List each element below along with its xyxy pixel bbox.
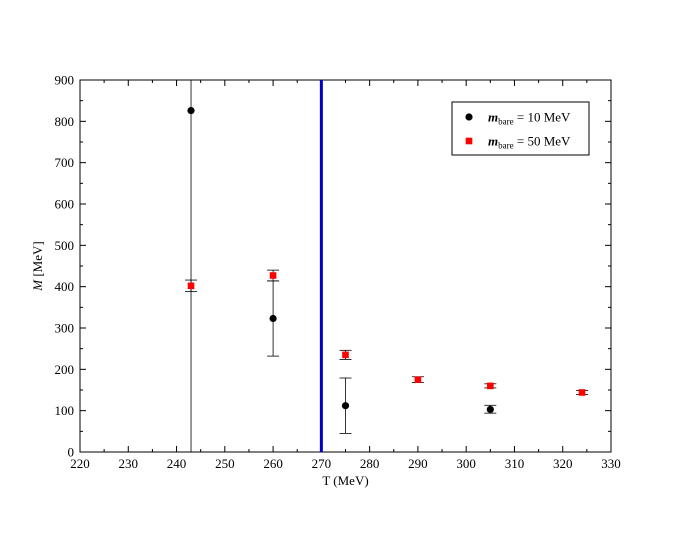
x-tick-label: 270	[312, 456, 332, 471]
data-point	[578, 389, 586, 396]
y-tick-label: 500	[55, 238, 75, 253]
y-tick-label: 0	[68, 445, 75, 460]
data-point	[486, 405, 494, 414]
y-tick-label: 700	[55, 155, 75, 170]
y-tick-label: 300	[55, 321, 75, 336]
x-tick-label: 290	[408, 456, 428, 471]
y-tick-label: 900	[55, 73, 75, 88]
x-axis-label: T (MeV)	[322, 473, 368, 488]
y-tick-label: 200	[55, 362, 75, 377]
data-point	[487, 382, 494, 390]
x-tick-label: 250	[215, 456, 235, 471]
legend-subscript: bare	[498, 117, 514, 127]
legend-symbol: m	[488, 110, 498, 125]
data-point	[341, 402, 350, 410]
x-tick-label: 240	[167, 456, 187, 471]
data-point	[187, 106, 195, 115]
x-tick-label: 320	[553, 456, 573, 471]
legend-marker	[465, 137, 473, 145]
data-point	[269, 314, 277, 323]
legend-box	[451, 101, 590, 156]
data-point	[187, 282, 195, 290]
legend-marker	[465, 113, 473, 121]
axes-layer: 220 230 240 250 260 270 280 290 300 310 320 330 0 100…	[55, 73, 621, 472]
x-tick-label: 280	[360, 456, 380, 471]
data-point	[269, 272, 277, 279]
series-layer	[185, 79, 589, 453]
x-tick-label: 230	[119, 456, 139, 471]
y-tick-label: 400	[55, 279, 75, 294]
series-2	[185, 269, 589, 396]
legend-label: mbare = 10 MeV	[488, 110, 571, 127]
x-tick-label: 310	[505, 456, 525, 471]
x-tick-label: 260	[263, 456, 283, 471]
y-tick-label: 600	[55, 197, 75, 212]
legend-value: = 10 MeV	[514, 110, 571, 125]
y-tick-label: 100	[55, 403, 75, 418]
legend-symbol: m	[488, 134, 498, 149]
x-tick-label: 220	[70, 456, 90, 471]
data-point	[414, 376, 422, 383]
y-axis-label: M [MeV]	[30, 241, 45, 291]
legend-label: mbare = 50 MeV	[488, 134, 571, 151]
x-tick-label: 300	[456, 456, 476, 471]
data-point	[342, 351, 349, 359]
legend-value: = 50 MeV	[514, 134, 571, 149]
y-axis-label-symbol: M	[30, 279, 45, 292]
y-tick-label: 800	[55, 114, 75, 129]
y-axis-label-unit: [MeV]	[30, 241, 45, 280]
legend-subscript: bare	[498, 141, 514, 151]
x-tick-label: 330	[601, 456, 621, 471]
